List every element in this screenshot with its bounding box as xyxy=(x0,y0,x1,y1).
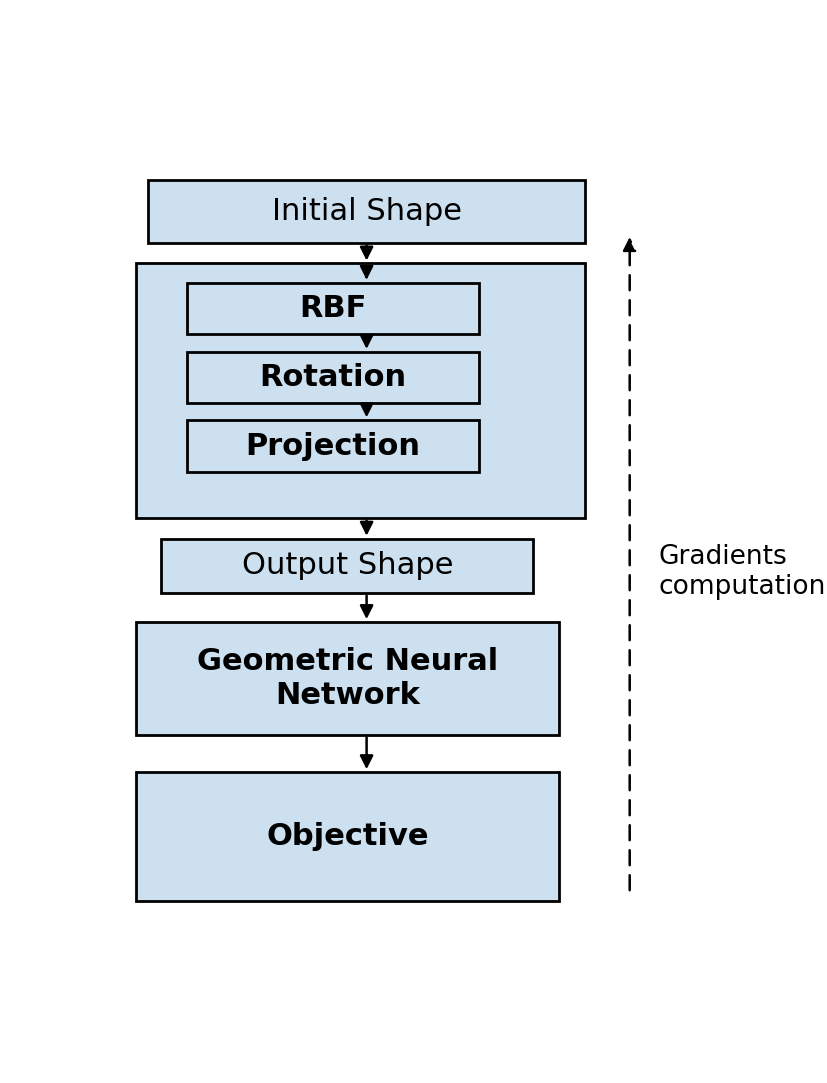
FancyBboxPatch shape xyxy=(136,622,558,734)
Text: RBF: RBF xyxy=(299,293,366,323)
Text: Gradients
computation: Gradients computation xyxy=(657,544,825,600)
FancyBboxPatch shape xyxy=(187,283,478,335)
FancyBboxPatch shape xyxy=(161,538,533,592)
FancyBboxPatch shape xyxy=(187,352,478,404)
Text: Objective: Objective xyxy=(265,822,428,851)
FancyBboxPatch shape xyxy=(148,180,584,243)
Text: Rotation: Rotation xyxy=(259,363,406,392)
Text: Geometric Neural
Network: Geometric Neural Network xyxy=(197,647,497,709)
Text: Projection: Projection xyxy=(245,431,420,460)
FancyBboxPatch shape xyxy=(136,263,584,518)
Text: Output Shape: Output Shape xyxy=(241,551,452,580)
Text: Initial Shape: Initial Shape xyxy=(271,197,461,225)
FancyBboxPatch shape xyxy=(187,420,478,472)
FancyBboxPatch shape xyxy=(136,772,558,901)
